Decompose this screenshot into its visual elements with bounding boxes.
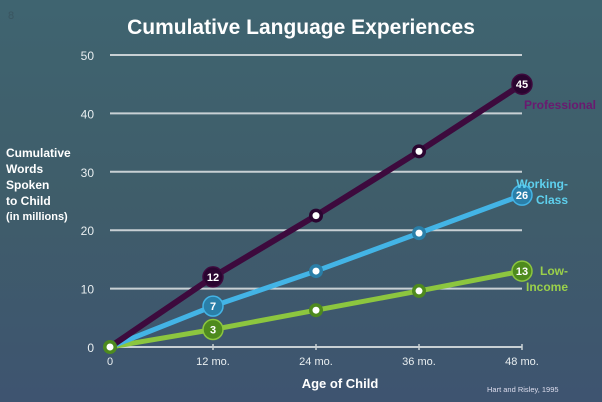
y-label-line: to Child [6, 194, 51, 208]
data-point-badge [511, 184, 533, 206]
data-point-center [415, 147, 423, 155]
data-point-center [312, 306, 320, 314]
y-label-line: Cumulative [6, 146, 71, 160]
series-label-professional: Professional [524, 97, 596, 113]
series-name: Working- Class [516, 177, 568, 207]
chart-title: Cumulative Language Experiences [127, 16, 475, 39]
data-point-center [312, 212, 320, 220]
y-tick-label: 20 [81, 224, 95, 238]
y-tick-label: 10 [81, 283, 95, 297]
data-point-center [415, 229, 423, 237]
data-label: 12 [207, 272, 219, 284]
y-tick-label: 30 [81, 166, 95, 180]
series-name: Low- Income [525, 264, 568, 294]
data-point-badge [202, 266, 224, 288]
slide-number: 8 [8, 10, 15, 22]
data-label: 7 [210, 301, 216, 313]
data-label: 26 [516, 190, 528, 202]
x-tick-label: 12 mo. [196, 356, 230, 368]
y-tick-label: 0 [87, 341, 94, 355]
x-tick-label: 48 mo. [505, 356, 539, 368]
x-axis-label: Age of Child [301, 376, 379, 391]
x-tick-label: 0 [107, 356, 113, 368]
data-point-center [415, 287, 423, 295]
data-label: 3 [210, 324, 216, 336]
y-label-line: Words [6, 162, 44, 176]
series-label-low-income: Low- Income [498, 263, 568, 295]
data-point-center [106, 343, 114, 351]
series-label-working-class: Working- Class [498, 176, 568, 208]
y-tick-label: 40 [81, 107, 95, 121]
y-label-line: Spoken [6, 178, 50, 192]
data-point-badge [202, 318, 224, 341]
series-name: Professional [523, 98, 596, 112]
y-axis-label: Cumulative Words Spoken to Child (in mil… [6, 145, 71, 225]
data-point-center [312, 267, 320, 275]
data-label: 13 [516, 266, 528, 278]
data-point-badge [202, 295, 224, 317]
data-point-badge [511, 73, 533, 95]
y-tick-label: 50 [81, 49, 95, 63]
data-label: 45 [516, 79, 528, 91]
data-point-badge [511, 260, 533, 282]
source-citation: Hart and Risley, 1995 [487, 385, 559, 394]
x-tick-label: 36 mo. [402, 356, 436, 368]
x-tick-label: 24 mo. [299, 356, 333, 368]
y-label-line: (in millions) [6, 211, 68, 223]
